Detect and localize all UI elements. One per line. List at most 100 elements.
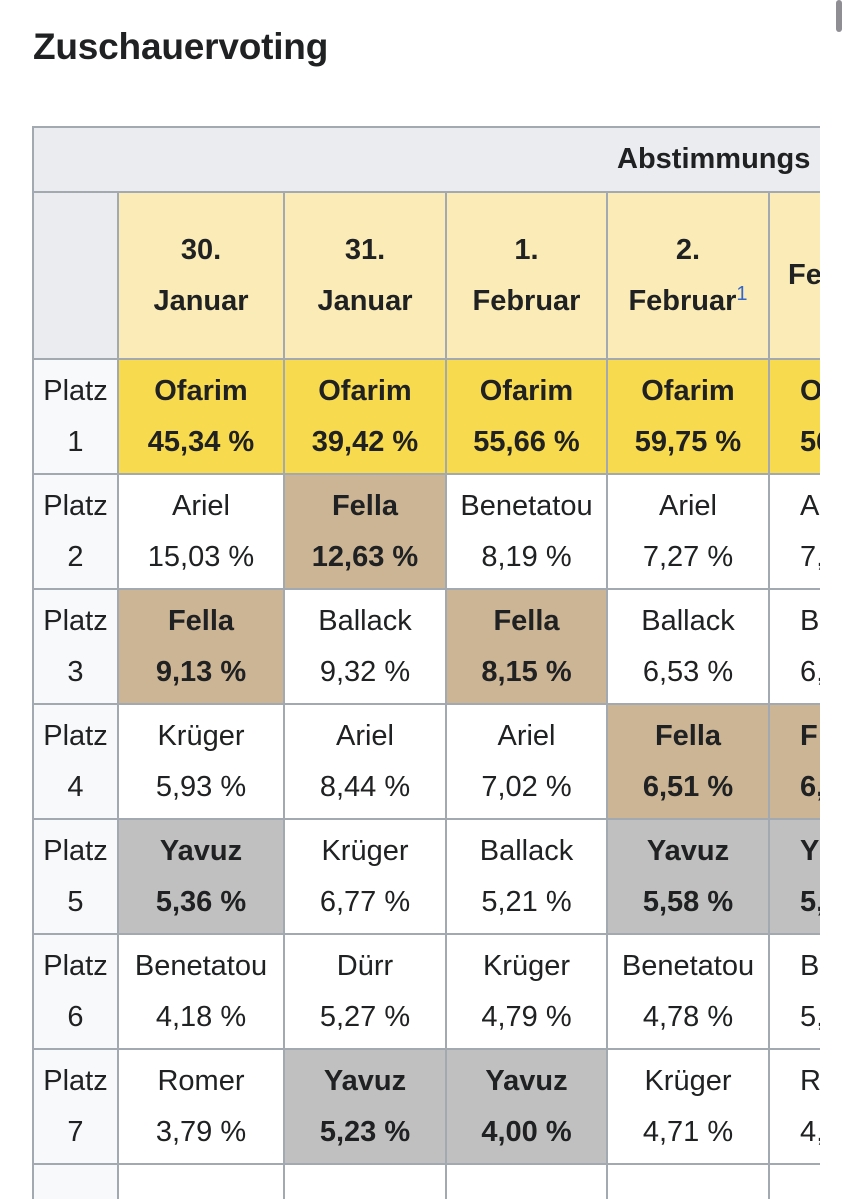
vote-percentage: 5, [800,885,820,918]
rank-number: 5 [67,885,84,918]
vote-percentage: 8,15 % [481,655,572,688]
vote-cell: Ariel 7,02 % [445,703,608,820]
vote-percentage: 7,27 % [642,540,734,573]
table-row: Platz 6 Benetatou 4,18 % Dürr 5,27 % Krüger 4,7… [32,933,820,1050]
candidate-name: Ariel [335,719,394,752]
rank-number: 7 [67,1115,84,1148]
vote-cell: Ben 5, [767,933,820,1050]
date-month-line: Fe [788,250,820,301]
vote-cell: Fella 6,51 % [606,703,770,820]
vote-cell: Ballack 5,21 % [445,818,608,935]
vote-percentage: 55,66 % [473,425,580,458]
date-month: Januar [153,284,249,317]
date-month: Februar [628,284,737,317]
footnote-link[interactable]: 1 [736,282,748,305]
candidate-name: Fella [493,604,560,637]
scrollbar-thumb[interactable] [836,0,842,32]
candidate-name: Krüger [644,1064,732,1097]
table-row: Platz 3 Fella 9,13 % Ballack 9,32 % Fella 8,15 … [32,588,820,705]
date-month-line: Januar [120,276,282,327]
candidate-name: Yavuz [323,1064,407,1097]
vote-percentage: 39,42 % [311,425,419,458]
candidate-name: Ballack [318,604,412,637]
rank-number: 3 [67,655,84,688]
vote-cell: A 7, [767,473,820,590]
vote-cell: Fella 9,13 % [117,588,285,705]
vote-cell [767,1163,820,1199]
rank-label: Platz 2 [32,473,119,590]
candidate-name: F [800,719,818,752]
rank-word: Platz [43,834,108,867]
rank-label: Platz 1 [32,358,119,475]
vote-cell: Krüger 6,77 % [283,818,447,935]
vote-cell: Benetatou 4,78 % [606,933,770,1050]
rank-word: Platz [43,604,108,637]
table-row: Platz 1 Ofarim 45,34 % Ofarim 39,42 % Ofarim 55… [32,358,820,475]
vote-cell: Krüger 4,79 % [445,933,608,1050]
vote-cell [283,1163,447,1199]
vote-cell: Ofarim 39,42 % [283,358,447,475]
date-month-line: Februar [448,276,605,327]
candidate-name: Ballack [479,834,574,867]
vote-percentage: 6, [800,655,820,688]
candidate-name: Ofarim [479,374,574,407]
vote-percentage: 6, [800,770,820,803]
vote-percentage: 6,53 % [642,655,734,688]
vote-cell: Ofarim 55,66 % [445,358,608,475]
candidate-name: Benetatou [460,489,593,522]
vote-percentage: 5,58 % [642,885,734,918]
date-header-cell: 2. Februar1 [606,191,770,360]
section-heading: Zuschauervoting [33,26,329,67]
candidate-name: Benetatou [134,949,268,982]
vote-cell: Yavuz 5,23 % [283,1048,447,1165]
candidate-name: Ariel [497,719,556,752]
table-row: Platz 5 Yavuz 5,36 % Krüger 6,77 % Ballack 5,21… [32,818,820,935]
vote-cell: Ofarim 59,75 % [606,358,770,475]
vote-cell [606,1163,770,1199]
candidate-name: Ariel [171,489,230,522]
rank-number: 1 [67,425,84,458]
vote-percentage: 4,00 % [481,1115,572,1148]
date-month-line: Januar [286,276,444,327]
vote-cell: Ofarim 45,34 % [117,358,285,475]
candidate-name: Y [800,834,820,867]
date-day: 1. [514,233,539,266]
rank-number: 6 [67,1000,84,1033]
vote-cell: Dürr 5,27 % [283,933,447,1050]
rank-number: 2 [67,540,84,573]
vote-cell: R 4, [767,1048,820,1165]
candidate-name: Krüger [482,949,571,982]
vote-cell: Fella 12,63 % [283,473,447,590]
vote-percentage: 6,51 % [642,770,734,803]
vote-percentage: 15,03 % [147,540,255,573]
date-header-cell: 31. Januar [283,191,447,360]
vote-percentage: 6,77 % [319,885,411,918]
rank-label: Platz 5 [32,818,119,935]
vote-cell: Ariel 15,03 % [117,473,285,590]
vote-cell: Benetatou 8,19 % [445,473,608,590]
date-header-cell: 30. Januar [117,191,285,360]
rank-label: Platz 3 [32,588,119,705]
candidate-name: Fella [654,719,722,752]
candidate-name: Romer [157,1064,245,1097]
candidate-name: Fella [167,604,235,637]
candidate-name: Benetatou [621,949,755,982]
table-row: Platz 4 Krüger 5,93 % Ariel 8,44 % Ariel 7,02 %… [32,703,820,820]
rank-label: Platz 4 [32,703,119,820]
vote-percentage: 45,34 % [147,425,255,458]
vote-percentage: 4,79 % [481,1000,572,1033]
vote-percentage: 5,23 % [319,1115,411,1148]
vote-percentage: 4,71 % [642,1115,734,1148]
vote-percentage: 5,21 % [481,885,572,918]
candidate-name: Yavuz [646,834,730,867]
date-day: 2. [675,233,701,266]
voting-table-container[interactable]: Abstimmungs 30. Januar 31. Januar 1. Februar 2… [32,126,820,1199]
rank-label [32,1163,119,1199]
candidate-name: Yavuz [159,834,243,867]
vote-cell: Yavuz 5,58 % [606,818,770,935]
vote-cell: Benetatou 4,18 % [117,933,285,1050]
table-row-partial [32,1163,820,1199]
vote-cell [117,1163,285,1199]
rank-word: Platz [43,1064,108,1097]
candidate-name: Ofarim [318,374,412,407]
